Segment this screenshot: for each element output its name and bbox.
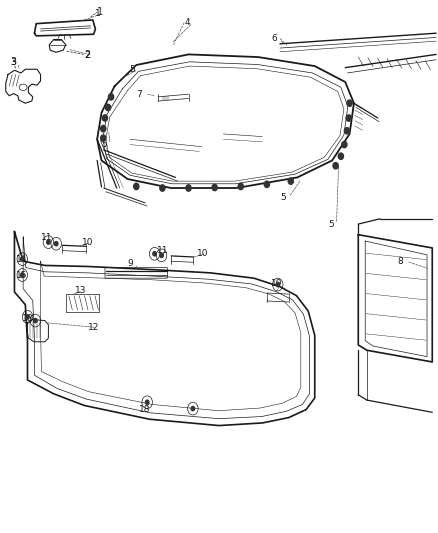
Text: 3: 3 — [10, 58, 16, 67]
Text: 4: 4 — [184, 18, 190, 27]
Circle shape — [21, 257, 24, 261]
Text: 15: 15 — [16, 271, 28, 280]
Text: 2: 2 — [84, 51, 90, 60]
Text: 13: 13 — [74, 286, 86, 295]
Text: 5: 5 — [280, 193, 286, 202]
Text: 18: 18 — [138, 405, 150, 414]
Circle shape — [346, 115, 351, 121]
Circle shape — [160, 253, 163, 257]
Text: 14: 14 — [16, 255, 28, 264]
Circle shape — [47, 240, 50, 244]
Circle shape — [101, 135, 106, 141]
Text: 5: 5 — [102, 140, 107, 149]
Text: 9: 9 — [127, 259, 133, 268]
Text: 10: 10 — [82, 238, 93, 247]
Circle shape — [106, 104, 111, 111]
Text: 1: 1 — [95, 9, 101, 18]
Circle shape — [344, 127, 350, 134]
Text: 1: 1 — [97, 7, 103, 17]
Text: 19: 19 — [271, 279, 283, 288]
Circle shape — [333, 163, 338, 169]
Circle shape — [134, 183, 139, 190]
Circle shape — [145, 400, 149, 405]
Circle shape — [264, 181, 269, 188]
Text: 3: 3 — [10, 58, 16, 67]
Text: 11: 11 — [42, 233, 53, 242]
Circle shape — [288, 178, 293, 184]
Circle shape — [109, 94, 114, 100]
Circle shape — [21, 273, 24, 277]
Circle shape — [342, 141, 347, 148]
Circle shape — [54, 241, 58, 246]
Circle shape — [338, 153, 343, 159]
Text: 2: 2 — [84, 51, 90, 60]
Circle shape — [238, 183, 244, 190]
Circle shape — [102, 115, 108, 121]
Circle shape — [160, 185, 165, 191]
Text: 8: 8 — [397, 257, 403, 265]
Circle shape — [186, 185, 191, 191]
Text: 5: 5 — [328, 220, 334, 229]
Text: 5: 5 — [130, 64, 135, 74]
Circle shape — [101, 125, 106, 132]
Circle shape — [34, 318, 37, 322]
Circle shape — [347, 100, 352, 107]
Circle shape — [26, 315, 29, 319]
Text: 7: 7 — [136, 90, 142, 99]
Text: 10: 10 — [197, 249, 209, 258]
Text: 12: 12 — [88, 323, 100, 332]
Circle shape — [153, 252, 156, 256]
Circle shape — [276, 282, 279, 287]
Circle shape — [191, 407, 194, 411]
Text: 6: 6 — [271, 34, 277, 43]
Circle shape — [212, 184, 217, 191]
Text: 11: 11 — [157, 246, 169, 255]
Text: 18: 18 — [22, 314, 34, 323]
